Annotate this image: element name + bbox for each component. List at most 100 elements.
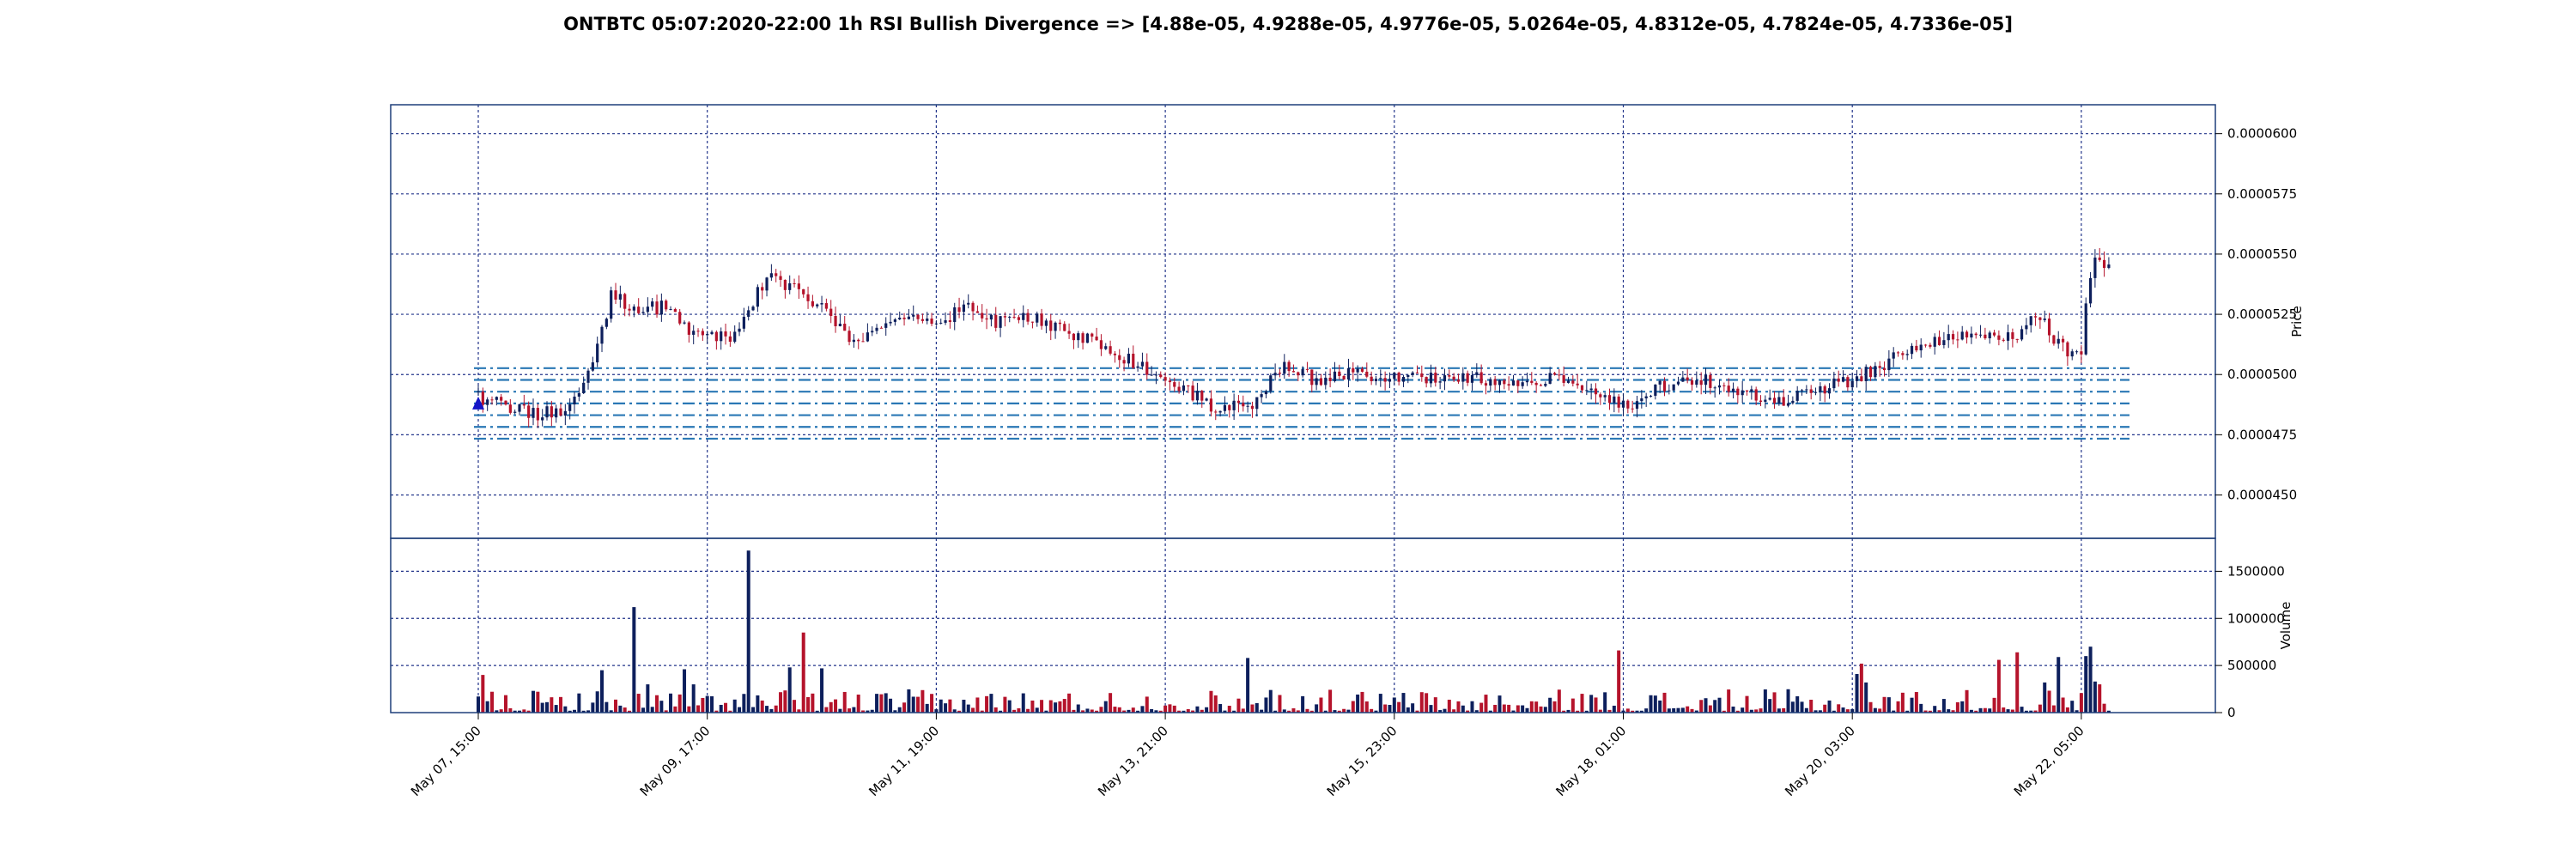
volume-bar bbox=[1213, 695, 1218, 713]
candle-body bbox=[1365, 371, 1369, 377]
volume-bar bbox=[1855, 674, 1859, 713]
candle-body bbox=[1915, 345, 1918, 351]
volume-bar bbox=[532, 690, 536, 713]
candle-body bbox=[1095, 337, 1098, 341]
candle-body bbox=[2061, 338, 2065, 343]
volume-bar bbox=[504, 695, 508, 713]
volume-bar bbox=[2065, 707, 2069, 713]
volume-bar bbox=[1937, 710, 1941, 713]
candle-body bbox=[834, 315, 837, 326]
candle-body bbox=[1338, 371, 1341, 376]
volume-bar bbox=[495, 710, 499, 713]
candle-body bbox=[665, 300, 668, 310]
candle-body bbox=[824, 303, 828, 309]
panel-frames bbox=[390, 104, 2216, 713]
price-tick-label: 0.0000600 bbox=[2227, 126, 2297, 142]
candle-body bbox=[1855, 376, 1859, 381]
volume-bar bbox=[683, 669, 687, 713]
volume-bar bbox=[2088, 646, 2093, 713]
volume-bar bbox=[756, 695, 760, 713]
candle-body bbox=[857, 339, 860, 342]
candle-body bbox=[2033, 316, 2038, 318]
volume-bar bbox=[902, 702, 907, 713]
volume-bar bbox=[1003, 696, 1007, 713]
candle-body bbox=[975, 311, 980, 313]
candle-body bbox=[884, 323, 888, 328]
candle-body bbox=[1603, 395, 1607, 398]
volume-bar bbox=[1466, 710, 1470, 713]
candle-body bbox=[1741, 390, 1744, 396]
price-tick-label: 0.0000450 bbox=[2227, 488, 2297, 503]
candle-body bbox=[610, 290, 613, 319]
candle-body bbox=[981, 313, 984, 319]
volume-bar bbox=[1850, 708, 1855, 713]
candle-body bbox=[1805, 389, 1808, 391]
candle-body bbox=[1970, 333, 1973, 338]
candle-body bbox=[527, 405, 531, 418]
volume-bar bbox=[1301, 695, 1305, 713]
candle-body bbox=[2102, 259, 2106, 269]
candle-body bbox=[2025, 325, 2028, 330]
volume-bar bbox=[1131, 707, 1135, 713]
volume-bar bbox=[691, 684, 696, 713]
volume-bar bbox=[1425, 693, 1429, 713]
volume-bar bbox=[513, 710, 517, 713]
volume-bar bbox=[952, 709, 957, 713]
volume-bar bbox=[1470, 701, 1474, 713]
candle-body bbox=[1443, 375, 1447, 382]
volume-bar bbox=[793, 700, 797, 713]
volume-bar bbox=[550, 697, 554, 713]
candle-body bbox=[1026, 313, 1030, 322]
volume-bar bbox=[980, 710, 984, 713]
volume-bar bbox=[760, 700, 764, 713]
candle-body bbox=[1466, 373, 1469, 383]
candle-body bbox=[1764, 399, 1767, 402]
candle-body bbox=[1668, 390, 1671, 392]
volume-bar bbox=[1809, 699, 1814, 713]
volume-bar bbox=[518, 710, 522, 713]
candle-body bbox=[1177, 386, 1181, 392]
candle-body bbox=[1984, 334, 1987, 339]
volume-bar bbox=[1323, 710, 1327, 713]
volume-bar bbox=[1030, 700, 1035, 713]
volume-bar bbox=[1713, 700, 1717, 713]
volume-bar bbox=[742, 694, 746, 713]
candle-body bbox=[926, 319, 929, 321]
volume-bar bbox=[1392, 697, 1396, 713]
price-tick-label: 0.0000525 bbox=[2227, 307, 2297, 322]
candle-body bbox=[1118, 355, 1121, 361]
volume-bar bbox=[1113, 707, 1117, 713]
candle-body bbox=[1168, 380, 1172, 383]
volume-bar bbox=[738, 707, 742, 713]
candle-body bbox=[1072, 333, 1076, 341]
candle-body bbox=[1209, 398, 1213, 412]
candle-body bbox=[550, 406, 553, 418]
candle-body bbox=[1406, 374, 1410, 378]
volume-bar bbox=[1419, 692, 1424, 713]
candle-body bbox=[1672, 384, 1675, 391]
candle-body bbox=[1942, 340, 1946, 345]
candle-body bbox=[1163, 377, 1167, 381]
volume-bar bbox=[1795, 695, 1800, 713]
volume-bar bbox=[829, 701, 833, 713]
volume-bar bbox=[1790, 701, 1795, 713]
candle-body bbox=[1640, 398, 1643, 402]
candle-body bbox=[1745, 390, 1749, 392]
candle-body bbox=[1448, 375, 1451, 377]
volume-bar bbox=[1905, 710, 1910, 713]
candle-body bbox=[1232, 400, 1236, 410]
candle-body bbox=[1754, 389, 1758, 401]
volume-bar bbox=[1433, 697, 1437, 713]
volume-bar bbox=[907, 689, 911, 713]
candle-body bbox=[1360, 368, 1364, 372]
volume-bar bbox=[1928, 710, 1932, 713]
volume-bar bbox=[1704, 698, 1708, 713]
candle-body bbox=[811, 300, 814, 307]
candle-body bbox=[953, 307, 957, 323]
volume-bar bbox=[2106, 710, 2111, 713]
candle-body bbox=[1012, 316, 1016, 318]
volume-axis: 0 500000 1000000 1500000 bbox=[2215, 563, 2285, 720]
volume-bar bbox=[1910, 697, 1914, 713]
candle-body bbox=[1937, 337, 1941, 345]
volume-bar bbox=[852, 707, 856, 713]
